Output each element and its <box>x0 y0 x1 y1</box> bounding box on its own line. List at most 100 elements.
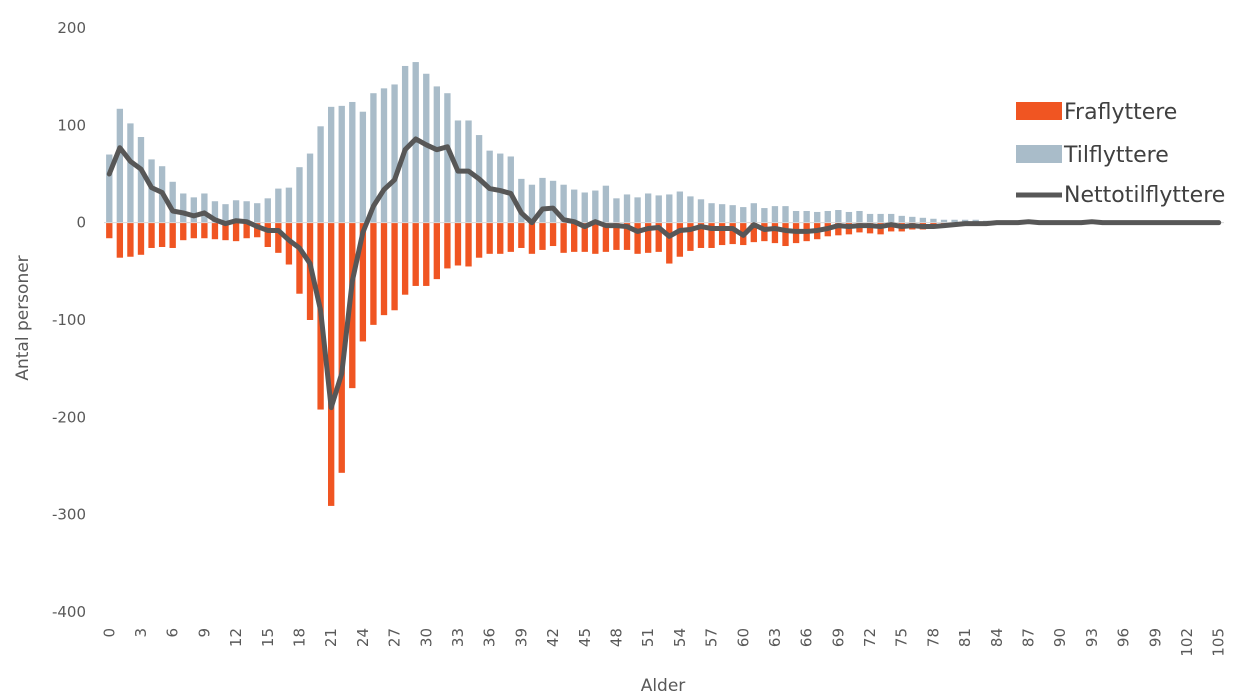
bar-fraflyttere-22 <box>338 222 345 473</box>
bar-tilflyttere-10 <box>211 201 219 223</box>
bar-fraflyttere-40 <box>528 222 536 254</box>
bar-tilflyttere-78 <box>930 218 937 223</box>
bar-tilflyttere-21 <box>328 106 335 223</box>
x-tick-label: 54 <box>671 628 689 647</box>
bar-tilflyttere-69 <box>835 210 842 223</box>
bar-tilflyttere-56 <box>697 199 705 223</box>
x-tick-label: 90 <box>1051 628 1069 647</box>
x-tick-label: 36 <box>481 628 499 647</box>
x-tick-label: 0 <box>100 628 118 638</box>
bar-tilflyttere-19 <box>306 153 314 223</box>
x-tick-label: 12 <box>227 628 245 647</box>
x-tick-label: 84 <box>988 628 1006 647</box>
x-tick-label: 6 <box>164 628 182 638</box>
bar-fraflyttere-59 <box>729 222 736 245</box>
x-tick-label: 15 <box>259 628 277 647</box>
x-tick-label: 27 <box>386 628 404 647</box>
y-tick-label: -100 <box>52 311 86 329</box>
x-tick-label: 72 <box>861 628 879 647</box>
bar-tilflyttere-53 <box>666 194 673 223</box>
bar-tilflyttere-0 <box>106 154 113 223</box>
bar-tilflyttere-75 <box>898 215 905 223</box>
x-axis-title: Alder <box>641 676 686 695</box>
x-tick-label: 81 <box>956 628 974 647</box>
bar-tilflyttere-24 <box>359 111 367 223</box>
bar-fraflyttere-33 <box>454 222 462 266</box>
bar-fraflyttere-6 <box>169 222 176 248</box>
x-tick-label: 93 <box>1083 628 1101 647</box>
bar-tilflyttere-3 <box>137 137 145 223</box>
bar-tilflyttere-11 <box>222 204 229 223</box>
bar-tilflyttere-42 <box>549 180 557 223</box>
bar-fraflyttere-18 <box>296 222 303 294</box>
bar-tilflyttere-68 <box>824 210 831 223</box>
bar-fraflyttere-69 <box>835 222 842 236</box>
x-tick-label: 69 <box>829 628 847 647</box>
bar-fraflyttere-16 <box>275 222 282 253</box>
bar-tilflyttere-47 <box>602 185 610 223</box>
x-tick-label: 24 <box>354 628 372 647</box>
bar-tilflyttere-2 <box>127 123 134 223</box>
bar-fraflyttere-29 <box>412 222 419 286</box>
bar-tilflyttere-14 <box>254 203 261 223</box>
x-tick-label: 75 <box>893 628 911 647</box>
legend-label-tilflyttere: Tilflyttere <box>1063 143 1169 168</box>
bar-fraflyttere-55 <box>687 222 694 251</box>
bar-tilflyttere-44 <box>571 189 578 223</box>
bar-tilflyttere-15 <box>264 198 271 223</box>
y-tick-labels: 200 100 0 -100 -200 -300 -400 <box>52 19 86 621</box>
bar-tilflyttere-80 <box>951 219 958 223</box>
x-tick-label: 66 <box>798 628 816 647</box>
bar-fraflyttere-23 <box>349 222 356 389</box>
x-tick-label: 42 <box>544 628 562 647</box>
bar-tilflyttere-65 <box>792 210 800 223</box>
y-axis-title: Antal personer <box>13 255 33 380</box>
bar-fraflyttere-45 <box>581 222 588 252</box>
bar-fraflyttere-54 <box>676 222 684 257</box>
x-tick-label: 51 <box>639 628 657 647</box>
bar-fraflyttere-11 <box>222 222 229 241</box>
bar-fraflyttere-34 <box>465 222 472 267</box>
bar-tilflyttere-18 <box>296 167 303 223</box>
x-tick-label: 30 <box>417 628 435 647</box>
bar-tilflyttere-27 <box>391 84 398 223</box>
x-tick-label: 45 <box>576 628 594 647</box>
x-tick-label: 3 <box>132 628 150 638</box>
x-tick-label: 102 <box>1178 628 1196 657</box>
bar-tilflyttere-77 <box>919 217 927 223</box>
bar-tilflyttere-8 <box>190 197 197 223</box>
bar-tilflyttere-43 <box>560 184 567 223</box>
bar-tilflyttere-74 <box>888 213 895 223</box>
bar-fraflyttere-28 <box>401 222 409 295</box>
bar-fraflyttere-38 <box>507 222 514 252</box>
bar-fraflyttere-14 <box>254 222 261 238</box>
bar-fraflyttere-53 <box>666 222 673 264</box>
bar-tilflyttere-17 <box>285 187 293 223</box>
x-tick-label: 21 <box>322 628 340 647</box>
bar-fraflyttere-17 <box>285 222 293 265</box>
bar-fraflyttere-13 <box>243 222 250 239</box>
bar-fraflyttere-4 <box>148 222 155 248</box>
bar-tilflyttere-79 <box>940 219 948 223</box>
bar-tilflyttere-45 <box>581 192 588 223</box>
bar-tilflyttere-64 <box>782 206 789 223</box>
bar-tilflyttere-41 <box>539 177 546 223</box>
bar-tilflyttere-71 <box>856 210 863 223</box>
bar-fraflyttere-10 <box>211 222 219 240</box>
bar-tilflyttere-59 <box>729 205 736 223</box>
x-tick-label: 57 <box>703 628 721 647</box>
bar-fraflyttere-1 <box>116 222 124 258</box>
x-tick-labels: 0 3 6 9 12 15 18 21 24 27 30 33 36 39 42 45 48 51 54 57 60 63… <box>100 628 1227 657</box>
x-tick-label: 48 <box>607 628 625 647</box>
bar-tilflyttere-32 <box>444 93 451 223</box>
bar-fraflyttere-51 <box>644 222 652 253</box>
bar-tilflyttere-55 <box>687 196 694 223</box>
bar-tilflyttere-76 <box>909 216 916 223</box>
bar-tilflyttere-61 <box>750 203 757 223</box>
bar-fraflyttere-41 <box>539 222 546 250</box>
y-tick-label: 100 <box>57 116 86 134</box>
bar-tilflyttere-31 <box>433 86 440 223</box>
legend: Fraflyttere Tilflyttere Nettotilflyttere <box>1016 100 1225 208</box>
bar-fraflyttere-52 <box>655 222 662 252</box>
